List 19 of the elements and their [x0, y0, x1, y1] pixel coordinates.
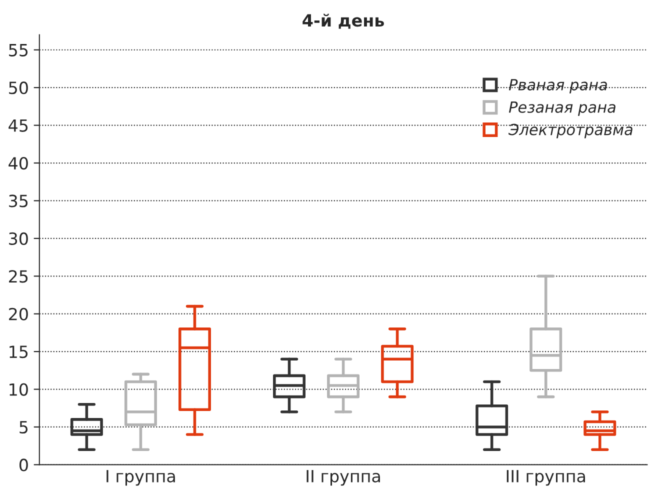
x-tick-label: I группа: [106, 470, 175, 486]
y-tick-label: 50: [9, 82, 28, 94]
y-tick-label: 15: [10, 346, 28, 358]
chart-title: 4-й день: [302, 14, 384, 29]
legend-label: Электротравма: [508, 124, 632, 138]
x-tick-label: III группа: [506, 470, 585, 486]
y-tick-label: 20: [9, 308, 28, 320]
legend-label: Рваная рана: [508, 79, 607, 94]
y-tick-label: 45: [8, 119, 28, 132]
y-tick-label: 5: [20, 421, 28, 434]
y-tick-label: 10: [10, 383, 28, 396]
legend-label: Резаная рана: [508, 102, 616, 116]
y-tick-label: 40: [8, 156, 28, 170]
y-tick-label: 25: [9, 270, 28, 283]
y-tick-label: 55: [9, 44, 28, 56]
y-tick-label: 0: [20, 458, 28, 472]
y-tick-label: 35: [9, 194, 28, 208]
y-tick-label: 30: [9, 232, 28, 245]
x-tick-label: II группа: [306, 470, 380, 486]
